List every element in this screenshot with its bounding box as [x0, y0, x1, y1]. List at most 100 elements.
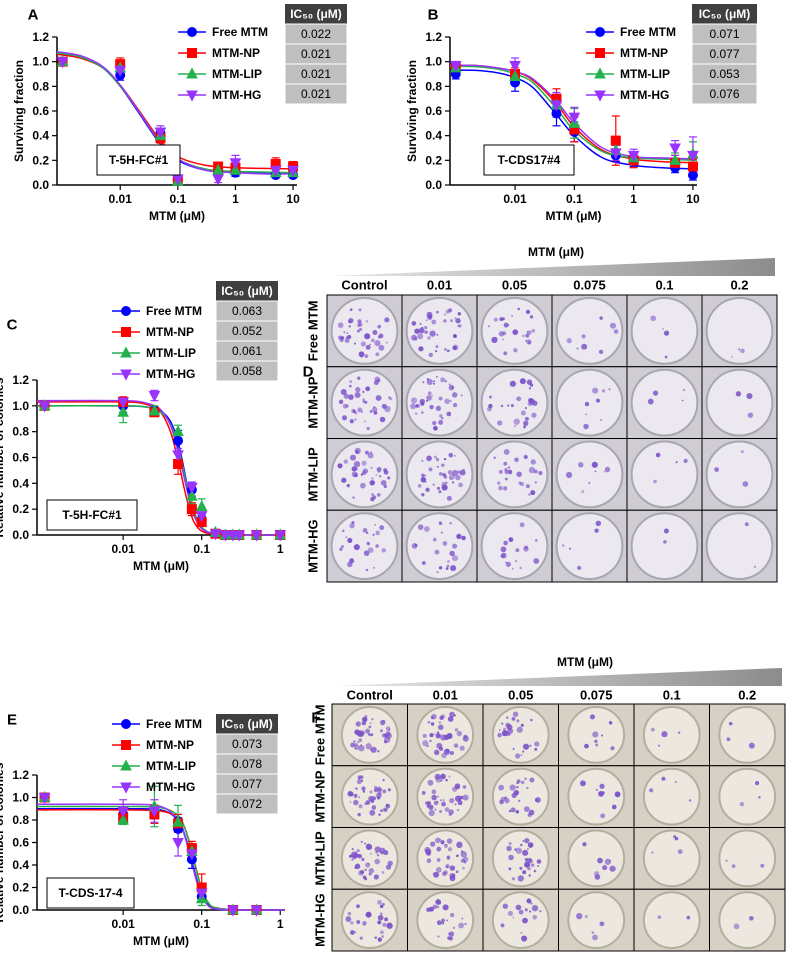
colony: [352, 854, 358, 860]
colony: [420, 476, 427, 483]
colony: [735, 391, 742, 397]
colony: [350, 930, 355, 935]
colony: [437, 795, 440, 798]
colony: [662, 328, 665, 330]
legend-marker: [594, 67, 606, 79]
colony: [522, 743, 530, 750]
colony: [661, 776, 666, 781]
colony: [536, 859, 542, 864]
colony: [383, 850, 389, 856]
table-value: 0.021: [301, 87, 331, 101]
colony: [503, 449, 510, 455]
colony: [530, 863, 535, 867]
colony: [647, 398, 654, 405]
data-point: [209, 529, 222, 541]
colony: [425, 399, 428, 402]
colony: [588, 481, 591, 484]
colony: [594, 470, 597, 473]
colony: [504, 797, 510, 804]
colony: [420, 401, 425, 406]
plate: [340, 829, 399, 888]
colony: [383, 484, 387, 489]
colony: [351, 521, 355, 525]
colony: [539, 910, 542, 913]
colony: [525, 484, 530, 489]
colony: [529, 744, 532, 747]
colony: [375, 474, 378, 476]
colony: [515, 904, 522, 911]
colony: [443, 457, 447, 461]
colony: [576, 347, 579, 350]
colony: [421, 561, 426, 565]
colony: [502, 903, 509, 909]
colony: [435, 733, 441, 739]
colony: [507, 728, 514, 734]
colony: [434, 426, 438, 431]
colony: [506, 716, 509, 719]
colony: [663, 330, 670, 336]
colony: [604, 466, 611, 473]
colony: [338, 399, 344, 405]
colony: [363, 420, 366, 423]
col-label: Control: [341, 278, 387, 293]
colony: [367, 862, 370, 865]
colony: [384, 405, 391, 413]
table-value: 0.022: [301, 27, 331, 41]
colony: [434, 549, 440, 555]
colony: [429, 739, 432, 743]
legend-marker: [121, 306, 131, 316]
colony: [525, 309, 531, 315]
colony: [520, 482, 525, 487]
colony: [447, 560, 450, 563]
colony: [651, 851, 654, 854]
data-point: [229, 158, 242, 170]
y-tick-label: 1.0: [12, 791, 29, 805]
data-point: [38, 793, 51, 805]
colony: [453, 454, 456, 457]
legend-label: Free MTM: [146, 717, 202, 731]
table-header-bg: [216, 714, 278, 734]
colony: [524, 406, 528, 410]
colony: [349, 308, 353, 312]
colony: [358, 738, 363, 742]
colony: [427, 779, 434, 786]
colony: [610, 746, 615, 751]
colony: [379, 719, 386, 726]
colony: [510, 807, 516, 813]
colony: [376, 853, 380, 857]
colony: [459, 795, 464, 800]
colony: [527, 813, 532, 817]
colony: [508, 841, 512, 846]
colony: [375, 544, 379, 548]
data-point: [219, 530, 232, 542]
colony: [382, 789, 387, 794]
data-point: [609, 148, 622, 160]
colony: [740, 450, 744, 454]
colony: [362, 398, 365, 401]
colony: [351, 847, 354, 851]
colony: [366, 334, 369, 337]
legend-marker: [120, 369, 132, 381]
colony: [348, 854, 352, 858]
colony: [512, 329, 519, 335]
colony: [519, 378, 526, 385]
data-point: [287, 165, 299, 177]
legend-marker: [186, 67, 198, 79]
data-point: [195, 500, 208, 512]
colony: [591, 461, 598, 468]
colony: [445, 748, 450, 753]
colony: [357, 319, 362, 324]
colony: [362, 790, 366, 793]
colony: [463, 468, 465, 471]
colony: [507, 404, 510, 407]
colony: [433, 871, 440, 878]
colony: [411, 321, 417, 326]
colony: [411, 543, 418, 549]
row-label: MTM-HG: [313, 893, 328, 946]
colony: [349, 454, 357, 461]
colony: [747, 412, 754, 418]
colony: [600, 418, 603, 421]
sample-box: [46, 877, 135, 909]
colony: [349, 384, 352, 388]
colony: [461, 535, 466, 541]
